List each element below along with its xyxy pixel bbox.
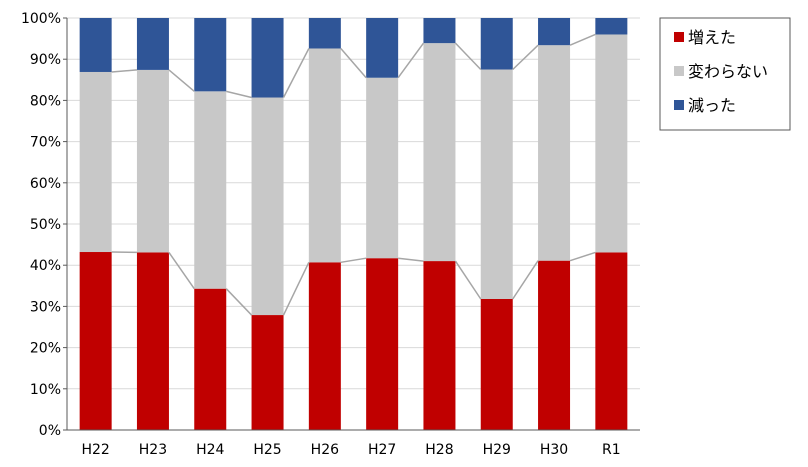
x-tick-label: H29 [483,442,511,458]
x-tick-label: H26 [311,442,339,458]
series-line [398,43,423,78]
y-tick-label: 30% [30,299,61,315]
x-tick-label: H24 [196,442,224,458]
bar-H23-変わらない [137,70,169,253]
bar-H22-減った [80,18,112,72]
y-tick-label: 0% [39,423,61,439]
bar-H30-減った [538,18,570,45]
bar-H22-変わらない [80,72,112,252]
x-tick-label: H28 [425,442,453,458]
series-line [513,261,538,299]
series-line [226,91,251,97]
y-tick-label: 90% [30,52,61,68]
x-tick-label: H30 [540,442,568,458]
legend-swatch [674,66,684,76]
bar-H24-変わらない [194,91,226,288]
bar-H28-増えた [423,261,455,430]
series-line [570,34,595,45]
y-tick-label: 10% [30,382,61,398]
bar-H24-増えた [194,289,226,430]
bar-R1-変わらない [595,34,627,252]
bar-H27-減った [366,18,398,78]
series-line [284,48,309,97]
bar-H25-増えた [252,315,284,430]
bar-H26-増えた [309,262,341,430]
bar-H28-減った [423,18,455,43]
x-tick-label: H27 [368,442,396,458]
y-tick-label: 20% [30,341,61,357]
series-line [341,48,366,77]
legend-label: 増えた [688,28,736,47]
x-tick-label: R1 [602,442,621,458]
bar-H29-減った [481,18,513,70]
bar-H22-増えた [80,252,112,430]
bar-H29-変わらない [481,70,513,299]
y-tick-label: 70% [30,135,61,151]
bar-H23-減った [137,18,169,70]
y-tick-label: 100% [21,11,61,27]
series-line [455,43,480,69]
bar-H28-変わらない [423,43,455,261]
bar-H27-変わらない [366,78,398,258]
bar-R1-減った [595,18,627,34]
y-tick-label: 60% [30,176,61,192]
bar-H23-増えた [137,252,169,430]
legend-label: 変わらない [688,62,768,81]
x-tick-label: H22 [81,442,109,458]
series-line [169,252,194,288]
series-line [284,262,309,315]
series-line [455,261,480,299]
bar-H26-変わらない [309,48,341,262]
bar-H25-減った [252,18,284,98]
bar-H25-変わらない [252,98,284,316]
y-tick-label: 50% [30,217,61,233]
bar-H30-変わらない [538,45,570,260]
series-line [169,70,194,91]
y-tick-label: 40% [30,258,61,274]
legend-label: 減った [688,96,736,115]
x-tick-label: H25 [253,442,281,458]
series-line [398,258,423,261]
bar-H26-減った [309,18,341,48]
series-line [226,289,251,315]
legend-swatch [674,100,684,110]
bar-H30-増えた [538,261,570,430]
series-lines [112,34,596,315]
bar-H27-増えた [366,258,398,430]
bar-H29-増えた [481,299,513,430]
x-tick-label: H23 [139,442,167,458]
series-line [513,45,538,69]
bar-R1-増えた [595,252,627,430]
y-tick-label: 80% [30,93,61,109]
series-line [341,258,366,262]
bar-H24-減った [194,18,226,91]
series-line [570,252,595,260]
x-tick-labels: H22 H23 H24 H25 H26 H27 H28 H29 H30 R1 [81,442,620,458]
y-tick-labels: 0% 10% 20% 30% 40% 50% 60% 70% 80% 90% 100% [21,11,67,439]
legend-swatch [674,32,684,42]
series-line [112,70,137,72]
